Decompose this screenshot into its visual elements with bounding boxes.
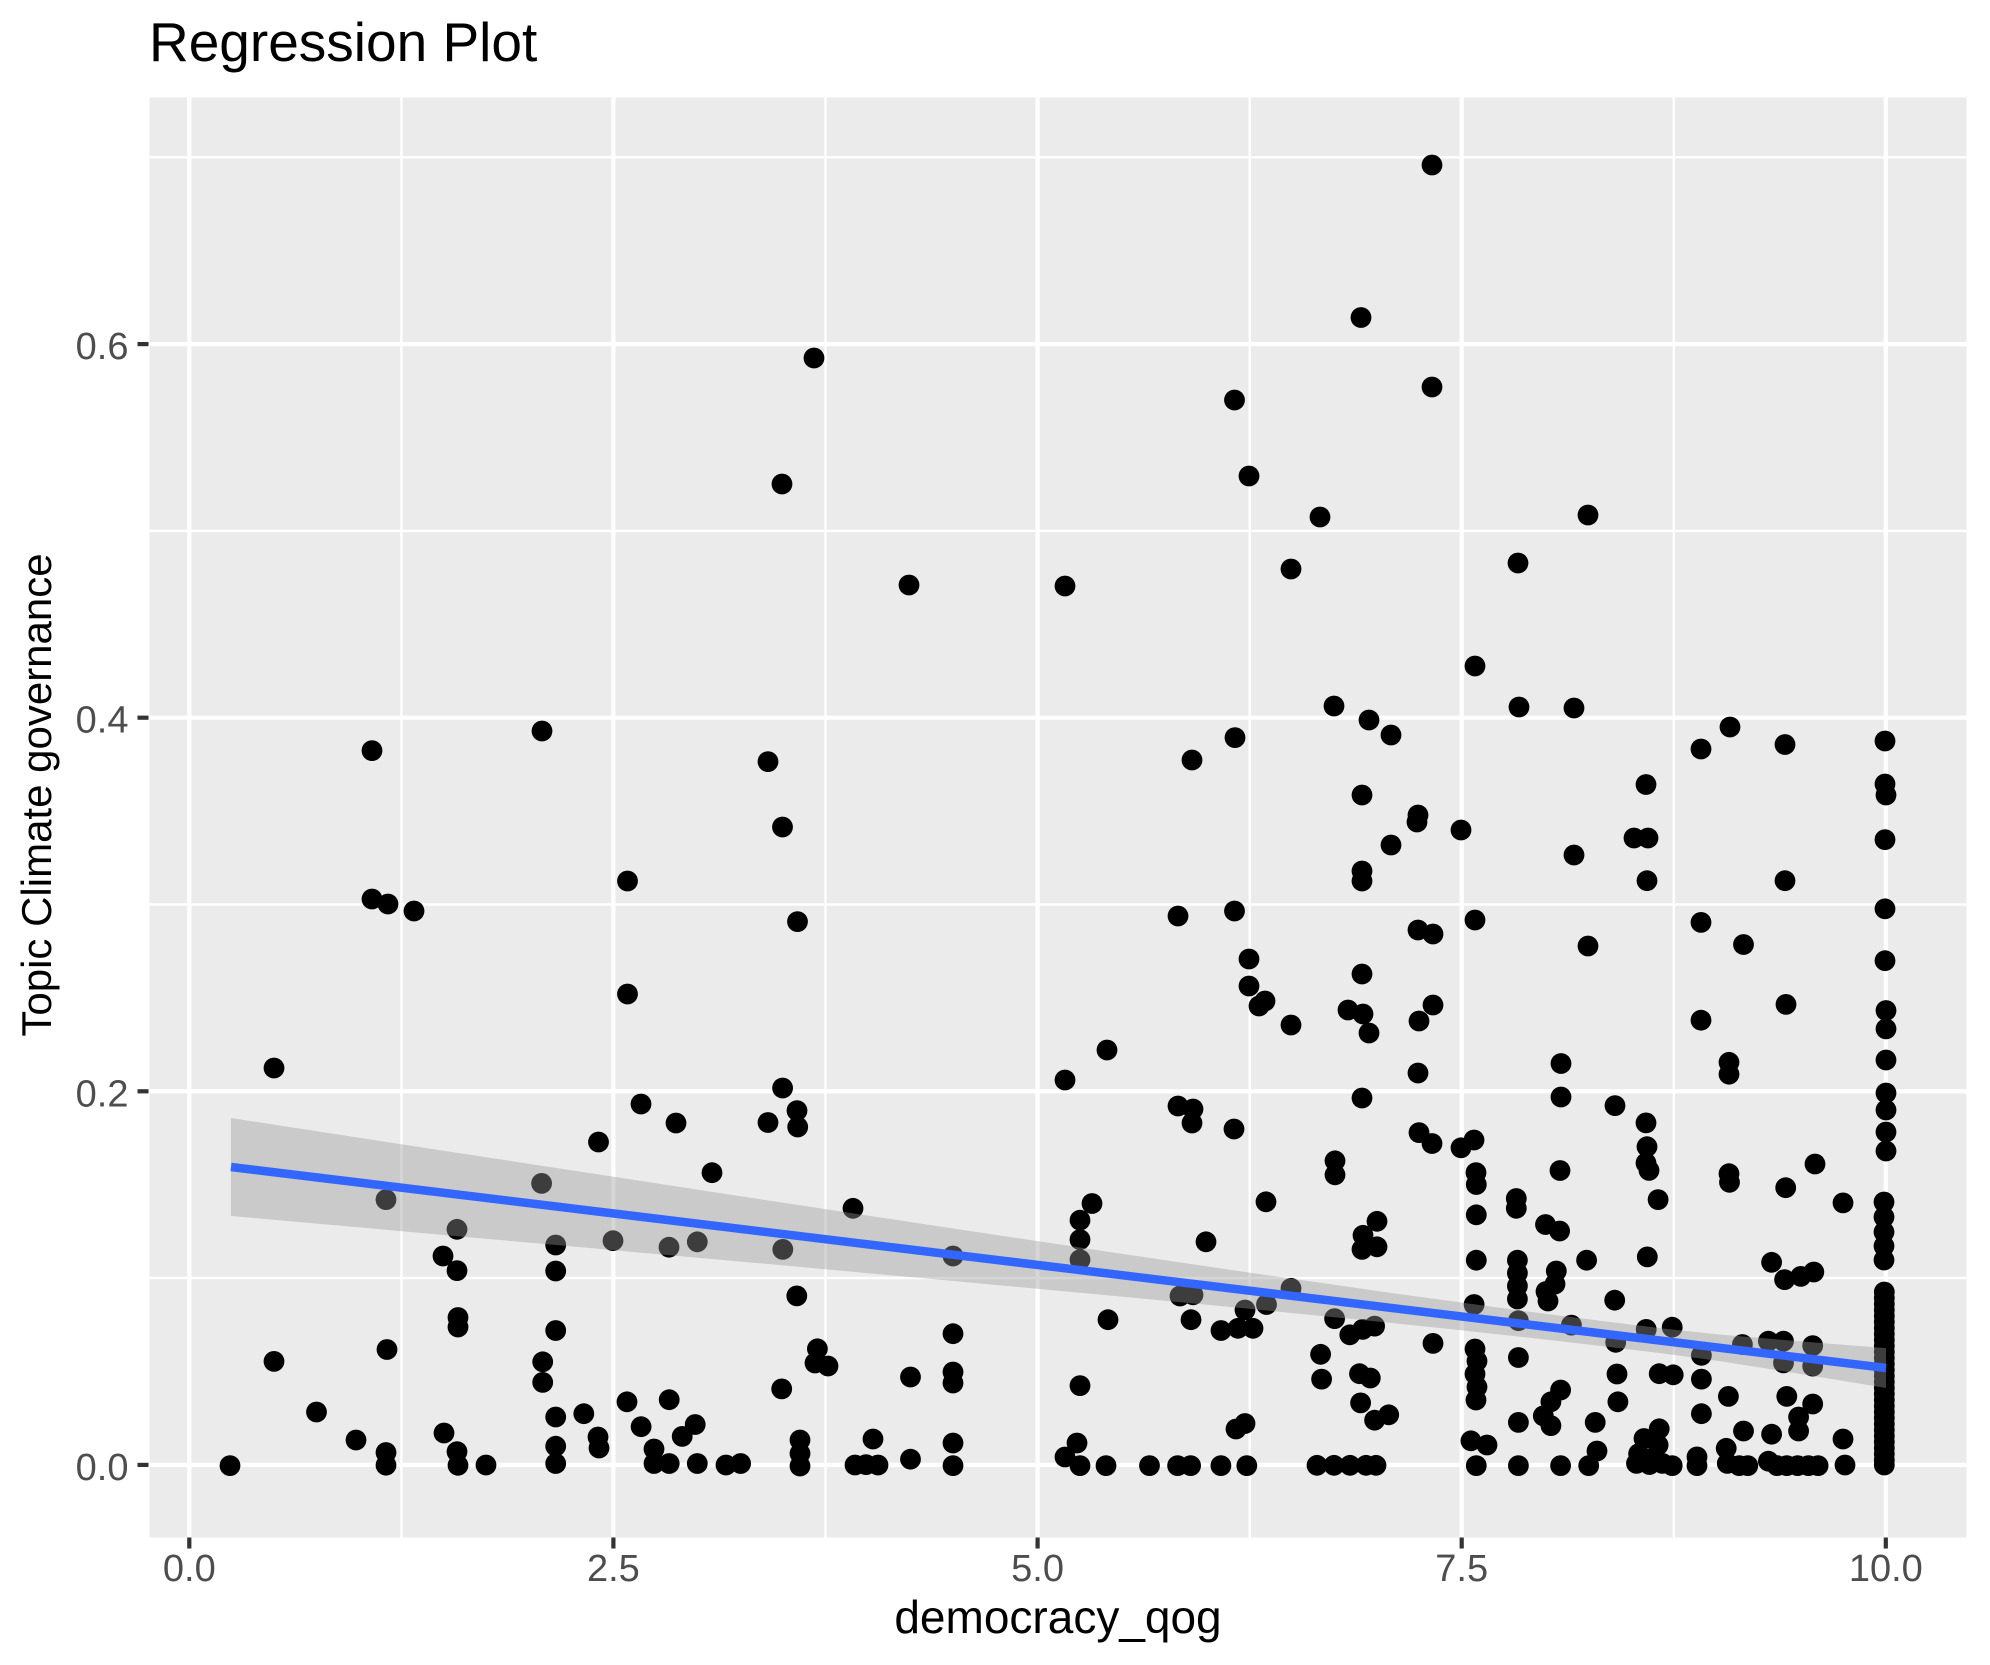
svg-text:7.5: 7.5 — [1435, 1548, 1488, 1590]
svg-text:Topic Climate governance: Topic Climate governance — [13, 553, 60, 1036]
svg-text:0.6: 0.6 — [76, 326, 129, 368]
svg-text:0.2: 0.2 — [76, 1073, 129, 1115]
svg-text:2.5: 2.5 — [587, 1548, 640, 1590]
svg-text:Regression Plot: Regression Plot — [149, 11, 537, 73]
svg-text:0.4: 0.4 — [76, 700, 129, 742]
svg-text:10.0: 10.0 — [1849, 1548, 1923, 1590]
svg-text:5.0: 5.0 — [1011, 1548, 1064, 1590]
svg-text:democracy_qog: democracy_qog — [894, 1591, 1221, 1643]
svg-text:0.0: 0.0 — [163, 1548, 216, 1590]
svg-text:0.0: 0.0 — [76, 1447, 129, 1489]
